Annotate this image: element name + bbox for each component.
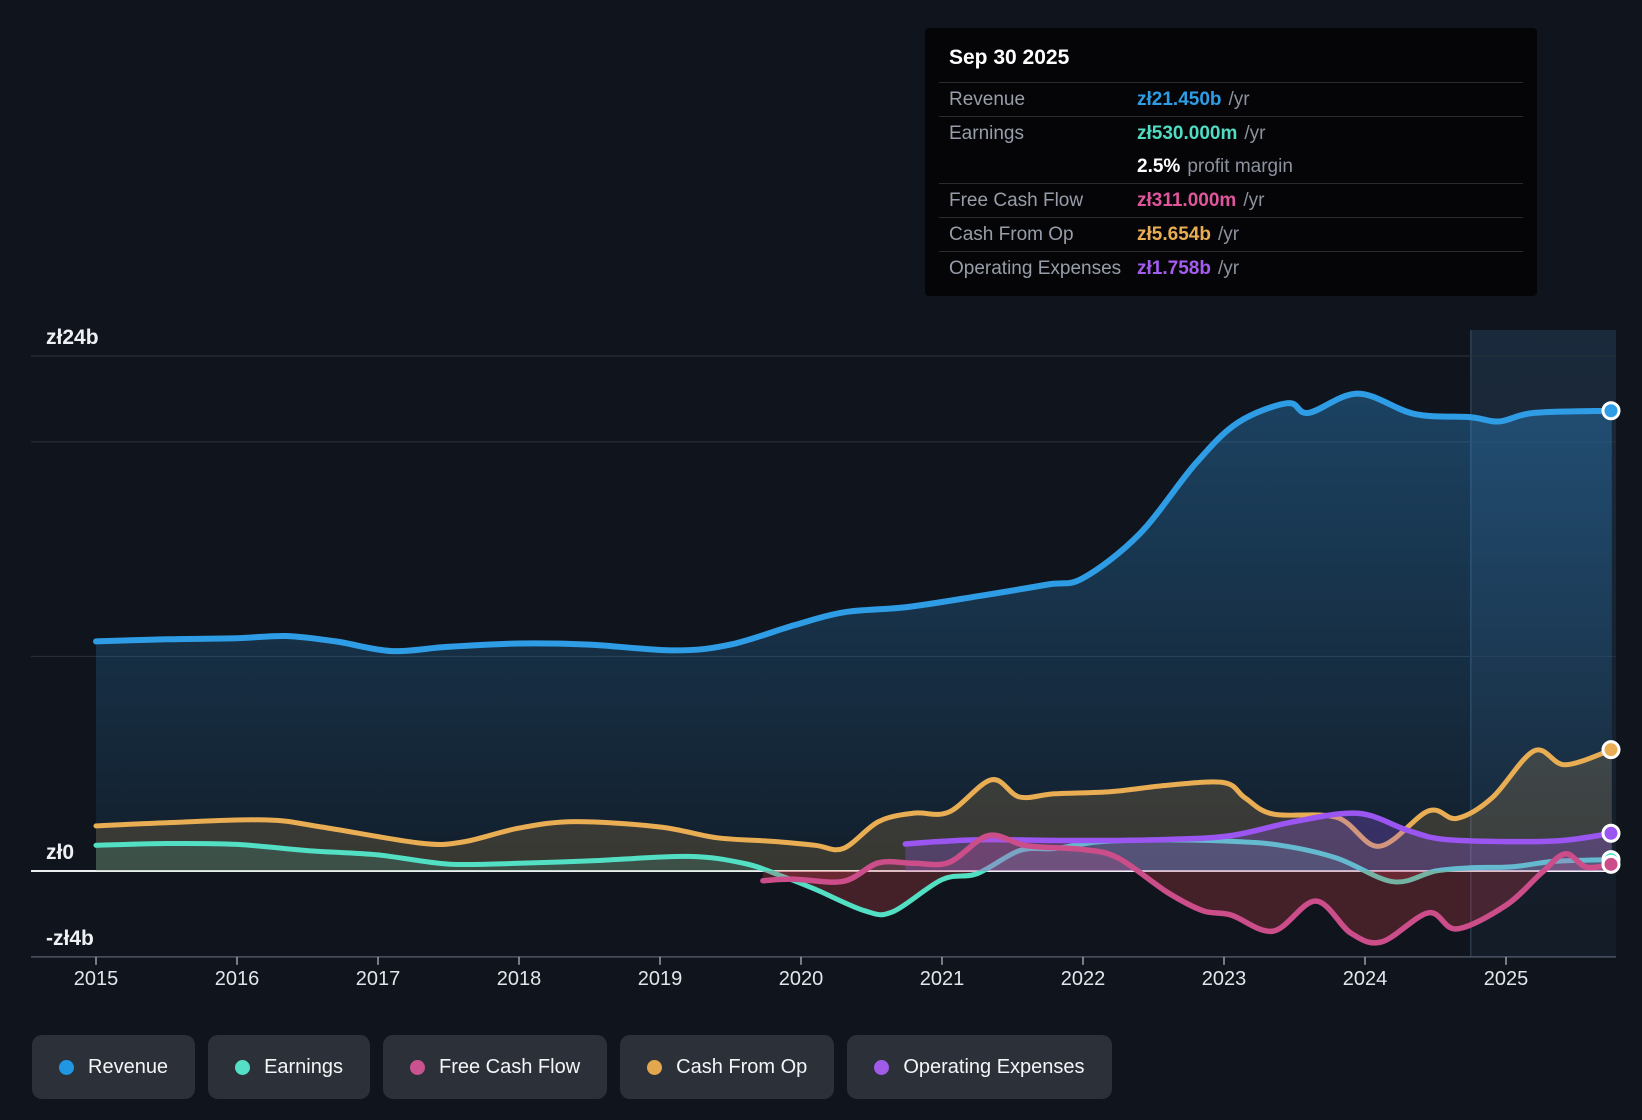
tooltip-suffix: /yr	[1228, 88, 1250, 110]
legend-item-operating-expenses[interactable]: Operating Expenses	[847, 1035, 1112, 1099]
earnings-line	[93, 837, 1615, 918]
x-axis-label: 2025	[1484, 968, 1529, 990]
cashop-line	[93, 747, 1615, 853]
x-axis-label: 2016	[215, 968, 260, 990]
tooltip-suffix: /yr	[1217, 223, 1240, 245]
legend-item-free-cash-flow[interactable]: Free Cash Flow	[383, 1035, 608, 1099]
opex-area	[905, 813, 1612, 871]
x-axis-label: 2020	[779, 968, 824, 990]
legend-item-label: Earnings	[264, 1055, 343, 1078]
tooltip-panel: Sep 30 2025 Revenue zł21.450b /yr Earnin…	[925, 28, 1537, 296]
y-axis-label: -zł4b	[46, 927, 94, 950]
tooltip-row-profit-margin: 2.5% profit margin	[939, 150, 1523, 183]
y-axis-label: zł0	[46, 841, 74, 864]
tooltip-row-cashop: Cash From Op zł5.654b /yr	[939, 217, 1523, 251]
tooltip-label: Free Cash Flow	[949, 189, 1084, 211]
tooltip-label: Revenue	[949, 88, 1026, 110]
fcf-line	[760, 832, 1615, 946]
chart-canvas[interactable]: zł24b zł0 -zł4b 2015 2016 2017 2018 2019 2020 202…	[0, 0, 1642, 1000]
y-axis-label: zł24b	[46, 326, 99, 349]
legend-item-label: Free Cash Flow	[439, 1055, 581, 1078]
legend: Revenue Earnings Free Cash Flow Cash Fro…	[32, 1035, 1112, 1099]
x-axis-label: 2017	[356, 968, 401, 990]
tooltip-suffix: /yr	[1217, 257, 1240, 279]
cashop-end-dot	[1601, 740, 1621, 760]
tooltip-row-fcf: Free Cash Flow zł311.000m /yr	[939, 183, 1523, 217]
tooltip-label: Earnings	[949, 122, 1024, 144]
tooltip-row-revenue: Revenue zł21.450b /yr	[939, 82, 1523, 116]
x-axis-label: 2018	[497, 968, 542, 990]
legend-item-label: Revenue	[88, 1055, 169, 1078]
tooltip-row-earnings: Earnings zł530.000m /yr	[939, 116, 1523, 150]
fcf-end-dot	[1601, 854, 1621, 874]
profit-margin-value: 2.5%	[1137, 155, 1181, 177]
tooltip-label: Operating Expenses	[949, 257, 1122, 279]
revenue-area	[96, 393, 1612, 871]
x-axis-label: 2021	[920, 968, 965, 990]
chart-area[interactable]: zł24b zł0 -zł4b 2015 2016 2017 2018 2019 2020 202…	[0, 0, 1642, 1000]
tooltip-label: Cash From Op	[949, 223, 1074, 245]
tooltip-date: Sep 30 2025	[949, 46, 1070, 69]
tooltip-value: zł311.000m	[1137, 189, 1237, 211]
x-axis-label: 2024	[1343, 968, 1388, 990]
legend-item-earnings[interactable]: Earnings	[208, 1035, 370, 1099]
legend-dot-icon	[410, 1059, 425, 1075]
opex-end-dot	[1601, 823, 1621, 843]
x-axis-label: 2015	[74, 968, 119, 990]
legend-dot-icon	[647, 1059, 663, 1075]
fcf-area-negative	[762, 871, 1612, 943]
tooltip-suffix: /yr	[1243, 189, 1265, 211]
legend-dot-icon	[874, 1059, 890, 1075]
tooltip-suffix: /yr	[1244, 122, 1266, 144]
legend-dot-icon	[59, 1059, 74, 1075]
x-axis-label: 2022	[1061, 968, 1106, 990]
earnings-area-negative	[96, 871, 1612, 915]
earnings-area-positive	[96, 839, 1612, 871]
legend-dot-icon	[235, 1059, 251, 1075]
x-axis-label: 2023	[1202, 968, 1247, 990]
revenue-end-dot	[1601, 401, 1621, 421]
tooltip-value: zł21.450b	[1137, 88, 1222, 110]
x-axis-label: 2019	[638, 968, 683, 990]
tooltip-row-opex: Operating Expenses zł1.758b /yr	[939, 251, 1523, 285]
legend-item-label: Cash From Op	[676, 1055, 808, 1078]
legend-item-label: Operating Expenses	[903, 1055, 1085, 1078]
tooltip-value: zł530.000m	[1137, 122, 1238, 144]
tooltip-value: zł1.758b	[1137, 257, 1211, 279]
revenue-line	[93, 390, 1615, 655]
legend-item-cash-from-op[interactable]: Cash From Op	[620, 1035, 835, 1099]
tooltip-value: zł5.654b	[1137, 223, 1211, 245]
legend-item-revenue[interactable]: Revenue	[32, 1035, 196, 1099]
profit-margin-text: profit margin	[1187, 155, 1293, 177]
